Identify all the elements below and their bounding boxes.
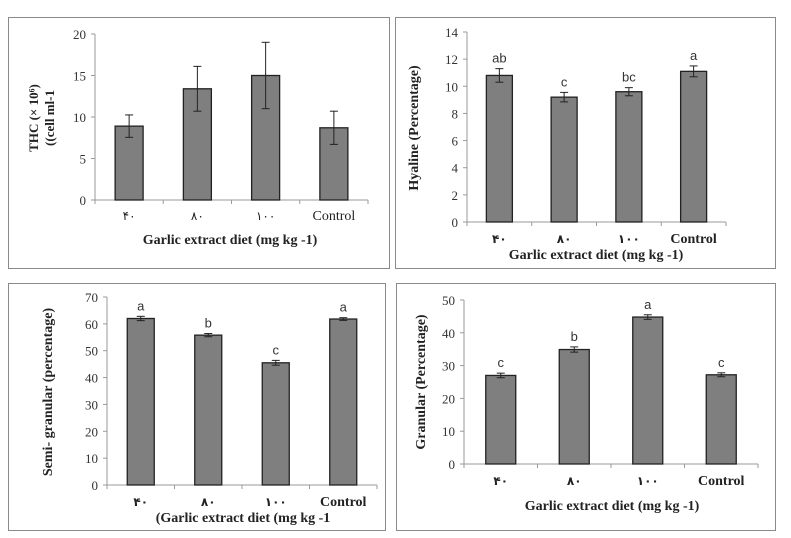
x-category-label: ۸۰ [557, 232, 572, 246]
y-tick-label: 0 [452, 215, 459, 230]
significance-label: a [137, 298, 145, 313]
y-tick-label: 0 [80, 193, 87, 208]
y-tick-label: 15 [73, 69, 86, 84]
x-axis-title: (Garlic extract diet (mg kg -1 [156, 511, 331, 526]
significance-label: c [498, 355, 505, 370]
y-axis-title-line1: THC (× 10⁶) [26, 84, 41, 152]
y-tick-label: 20 [442, 391, 455, 406]
y-tick-label: 14 [445, 25, 459, 40]
y-tick-label: 5 [80, 152, 87, 167]
y-tick-label: 30 [85, 397, 98, 412]
y-tick-label: 10 [85, 451, 98, 466]
y-tick-label: 0 [449, 457, 456, 472]
y-tick-label: 40 [442, 326, 455, 341]
x-axis-title: Garlic extract diet (mg kg -1) [525, 499, 700, 514]
significance-label: a [340, 300, 348, 315]
significance-label: c [718, 355, 725, 370]
bar [114, 125, 144, 201]
y-tick-label: 20 [73, 27, 86, 42]
y-tick-label: 70 [85, 290, 98, 305]
y-axis-title: Semi- granular (percentage) [41, 308, 56, 477]
x-category-label: Control [320, 495, 367, 510]
bar [705, 374, 737, 465]
y-tick-label: 6 [452, 134, 459, 149]
y-tick-label: 0 [92, 478, 99, 493]
y-axis-title-line2: ((cell ml-1 [42, 90, 57, 146]
y-tick-label: 10 [442, 424, 455, 439]
x-category-label: ۴۰ [493, 474, 508, 488]
y-tick-label: 2 [452, 188, 459, 203]
x-category-label: Control [312, 209, 355, 224]
x-category-label: ۸۰ [191, 209, 204, 223]
bar [261, 362, 290, 486]
x-category-label: ۴۰ [123, 209, 136, 223]
y-tick-label: 20 [85, 424, 98, 439]
x-axis-title: Garlic extract diet (mg kg -1) [143, 233, 318, 248]
y-axis-title: Granular (Percentage) [414, 314, 429, 450]
x-category-label: ۸۰ [567, 474, 582, 488]
x-category-label: Control [698, 474, 745, 489]
x-category-label: ۱۰۰ [256, 209, 275, 223]
y-tick-label: 10 [445, 79, 458, 94]
y-axis-title: Hyaline (Percentage) [407, 65, 422, 191]
y-tick-label: 40 [85, 371, 98, 386]
bar [485, 374, 517, 465]
significance-label: b [205, 316, 212, 331]
significance-label: bc [622, 70, 636, 85]
bar [550, 96, 578, 223]
y-tick-label: 50 [442, 293, 455, 308]
x-category-label: ۸۰ [201, 495, 216, 509]
bar [632, 316, 664, 465]
x-category-label: ۱۰۰ [618, 232, 640, 246]
y-tick-label: 10 [73, 110, 86, 125]
significance-label: a [644, 297, 652, 312]
x-category-label: ۱۰۰ [637, 474, 659, 488]
significance-label: a [690, 48, 698, 63]
x-axis-title: Garlic extract diet (mg kg -1) [509, 248, 684, 263]
significance-label: c [273, 342, 280, 357]
chart-panel-hyaline [395, 17, 776, 269]
y-tick-label: 30 [442, 359, 455, 374]
significance-label: b [571, 329, 578, 344]
x-category-label: ۴۰ [492, 232, 507, 246]
y-tick-label: 12 [445, 52, 458, 67]
x-category-label: ۴۰ [133, 495, 148, 509]
y-tick-label: 60 [85, 317, 98, 332]
x-category-label: ۱۰۰ [265, 495, 287, 509]
x-category-label: Control [670, 232, 717, 247]
y-tick-label: 4 [452, 161, 459, 176]
bar [558, 348, 590, 465]
bar [615, 91, 643, 223]
y-tick-label: 8 [452, 106, 459, 121]
significance-label: ab [492, 51, 506, 66]
significance-label: c [561, 74, 568, 89]
bar [319, 127, 349, 201]
y-tick-label: 50 [85, 344, 98, 359]
